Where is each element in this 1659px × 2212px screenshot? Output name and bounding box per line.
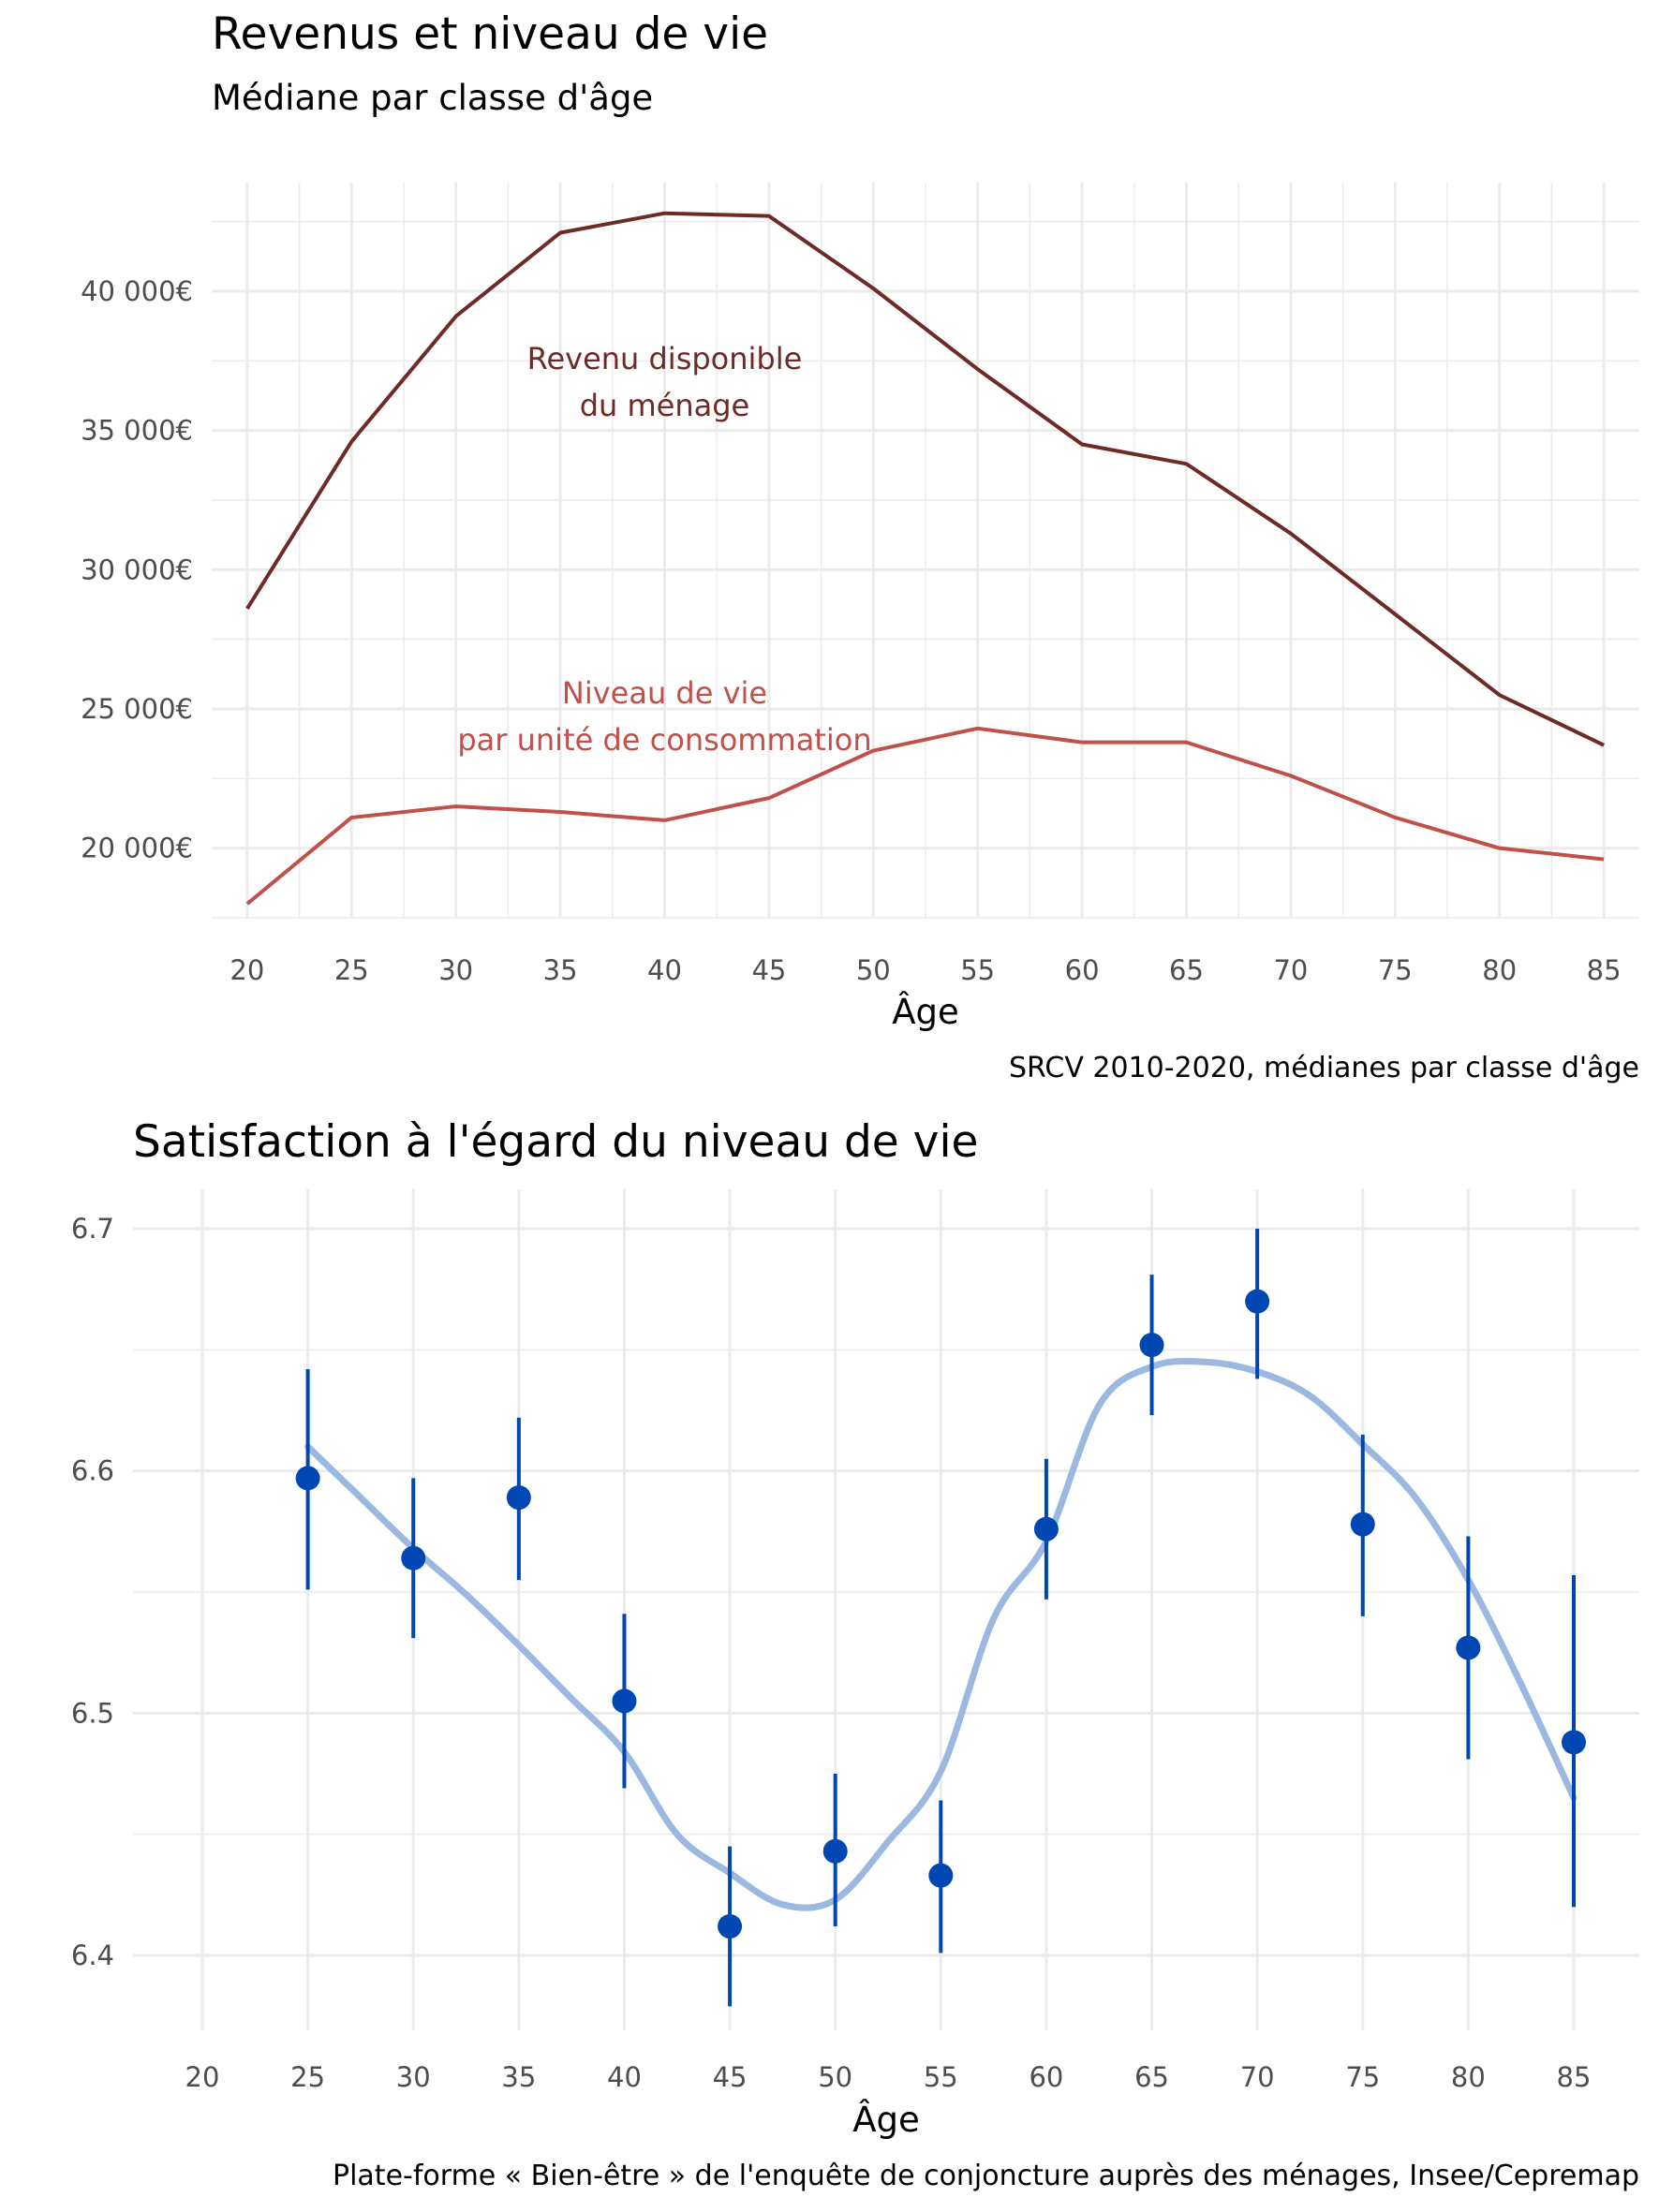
chart2-x-tick-label: 55 <box>924 2061 958 2093</box>
chart1-x-tick-label: 70 <box>1273 954 1308 986</box>
chart2-x-tick-label: 65 <box>1134 2061 1169 2093</box>
chart2-x-ticks: 20 25 30 35 40 45 50 55 60 65 70 75 80 85 <box>185 2061 1592 2093</box>
chart1-grid <box>212 183 1639 919</box>
chart1-x-tick-label: 75 <box>1378 954 1413 986</box>
chart2-x-tick-label: 20 <box>185 2061 220 2093</box>
chart2-x-axis-label: Âge <box>852 2099 920 2140</box>
chart2-x-tick-label: 40 <box>607 2061 642 2093</box>
chart2-point <box>1562 1730 1586 1755</box>
chart2-point <box>1350 1512 1375 1537</box>
chart2-grid <box>133 1189 1639 2030</box>
chart2-y-ticks: 6.4 6.5 6.6 6.7 <box>71 1213 114 1971</box>
chart2-point <box>612 1688 637 1714</box>
chart1-lines <box>245 211 1605 906</box>
chart2-x-tick-label: 30 <box>396 2061 431 2093</box>
chart2-point <box>506 1485 531 1511</box>
chart1-series-label: du ménage <box>580 388 750 423</box>
chart2-x-tick-label: 50 <box>818 2061 852 2093</box>
chart2-x-tick-label: 80 <box>1451 2061 1486 2093</box>
chart2-point <box>1033 1516 1059 1541</box>
chart1-series-line-niveau-de-vie <box>245 726 1605 906</box>
chart1-y-tick-label: 35 000€ <box>81 415 193 447</box>
chart1-x-tick-label: 50 <box>856 954 891 986</box>
chart2-point <box>401 1545 426 1571</box>
chart1-series-label: Niveau de vie <box>562 675 767 711</box>
chart1-y-ticks: 20 000€ 25 000€ 30 000€ 35 000€ 40 000€ <box>81 275 193 864</box>
chart2-caption: Plate-forme « Bien-être » de l'enquête d… <box>333 2160 1639 2192</box>
chart1-x-tick-label: 55 <box>960 954 995 986</box>
chart1-x-axis-label: Âge <box>892 991 959 1032</box>
chart1-x-tick-label: 85 <box>1587 954 1622 986</box>
chart2-x-tick-label: 75 <box>1345 2061 1380 2093</box>
chart1-x-tick-label: 65 <box>1169 954 1204 986</box>
chart1-x-tick-label: 45 <box>751 954 786 986</box>
chart1-x-tick-label: 25 <box>334 954 369 986</box>
chart2-x-tick-label: 70 <box>1240 2061 1275 2093</box>
chart2-point <box>1139 1333 1164 1358</box>
chart1-x-ticks: 20 25 30 35 40 45 50 55 60 65 70 75 80 85 <box>230 954 1621 986</box>
chart2-x-tick-label: 35 <box>501 2061 536 2093</box>
chart1-x-tick-label: 40 <box>647 954 682 986</box>
chart2-point <box>822 1838 848 1864</box>
chart2-y-tick-label: 6.5 <box>71 1697 114 1729</box>
chart1-series-label: Revenu disponible <box>527 341 803 376</box>
chart2-x-tick-label: 25 <box>290 2061 325 2093</box>
chart1-y-tick-label: 25 000€ <box>81 693 193 725</box>
chart1-series-label: par unité de consommation <box>457 722 871 758</box>
chart1-series-line-revenu <box>245 211 1605 747</box>
chart1-caption: SRCV 2010-2020, médianes par classe d'âg… <box>1009 1052 1639 1084</box>
chart2-point <box>718 1913 743 1939</box>
chart2-smooth <box>304 1357 1578 1911</box>
chart2-point <box>1456 1635 1481 1660</box>
chart2-y-tick-label: 6.6 <box>71 1455 114 1487</box>
chart1-x-tick-label: 35 <box>543 954 578 986</box>
chart2-points <box>295 1229 1586 2007</box>
chart2-x-tick-label: 85 <box>1557 2061 1592 2093</box>
chart2-x-tick-label: 45 <box>713 2061 748 2093</box>
chart1-subtitle: Médiane par classe d'âge <box>212 78 653 118</box>
chart2-y-tick-label: 6.4 <box>71 1939 114 1971</box>
chart2-point <box>928 1863 954 1888</box>
chart2-x-tick-label: 60 <box>1029 2061 1063 2093</box>
chart2-title: Satisfaction à l'égard du niveau de vie <box>133 1116 978 1168</box>
chart1-x-tick-label: 20 <box>230 954 264 986</box>
chart1-y-tick-label: 40 000€ <box>81 275 193 307</box>
chart2-smooth-line <box>304 1357 1578 1911</box>
chart2-point <box>295 1466 320 1491</box>
chart1-x-tick-label: 80 <box>1482 954 1517 986</box>
chart1-x-tick-label: 30 <box>438 954 473 986</box>
chart1-y-tick-label: 20 000€ <box>81 833 193 864</box>
chart2-point <box>1245 1289 1270 1314</box>
chart1-x-tick-label: 60 <box>1065 954 1100 986</box>
chart1-y-tick-label: 30 000€ <box>81 553 193 585</box>
chart1-title: Revenus et niveau de vie <box>212 8 768 60</box>
chart1-series-labels: Revenu disponible du ménage Niveau de vie p… <box>457 341 871 758</box>
chart2-y-tick-label: 6.7 <box>71 1213 114 1245</box>
